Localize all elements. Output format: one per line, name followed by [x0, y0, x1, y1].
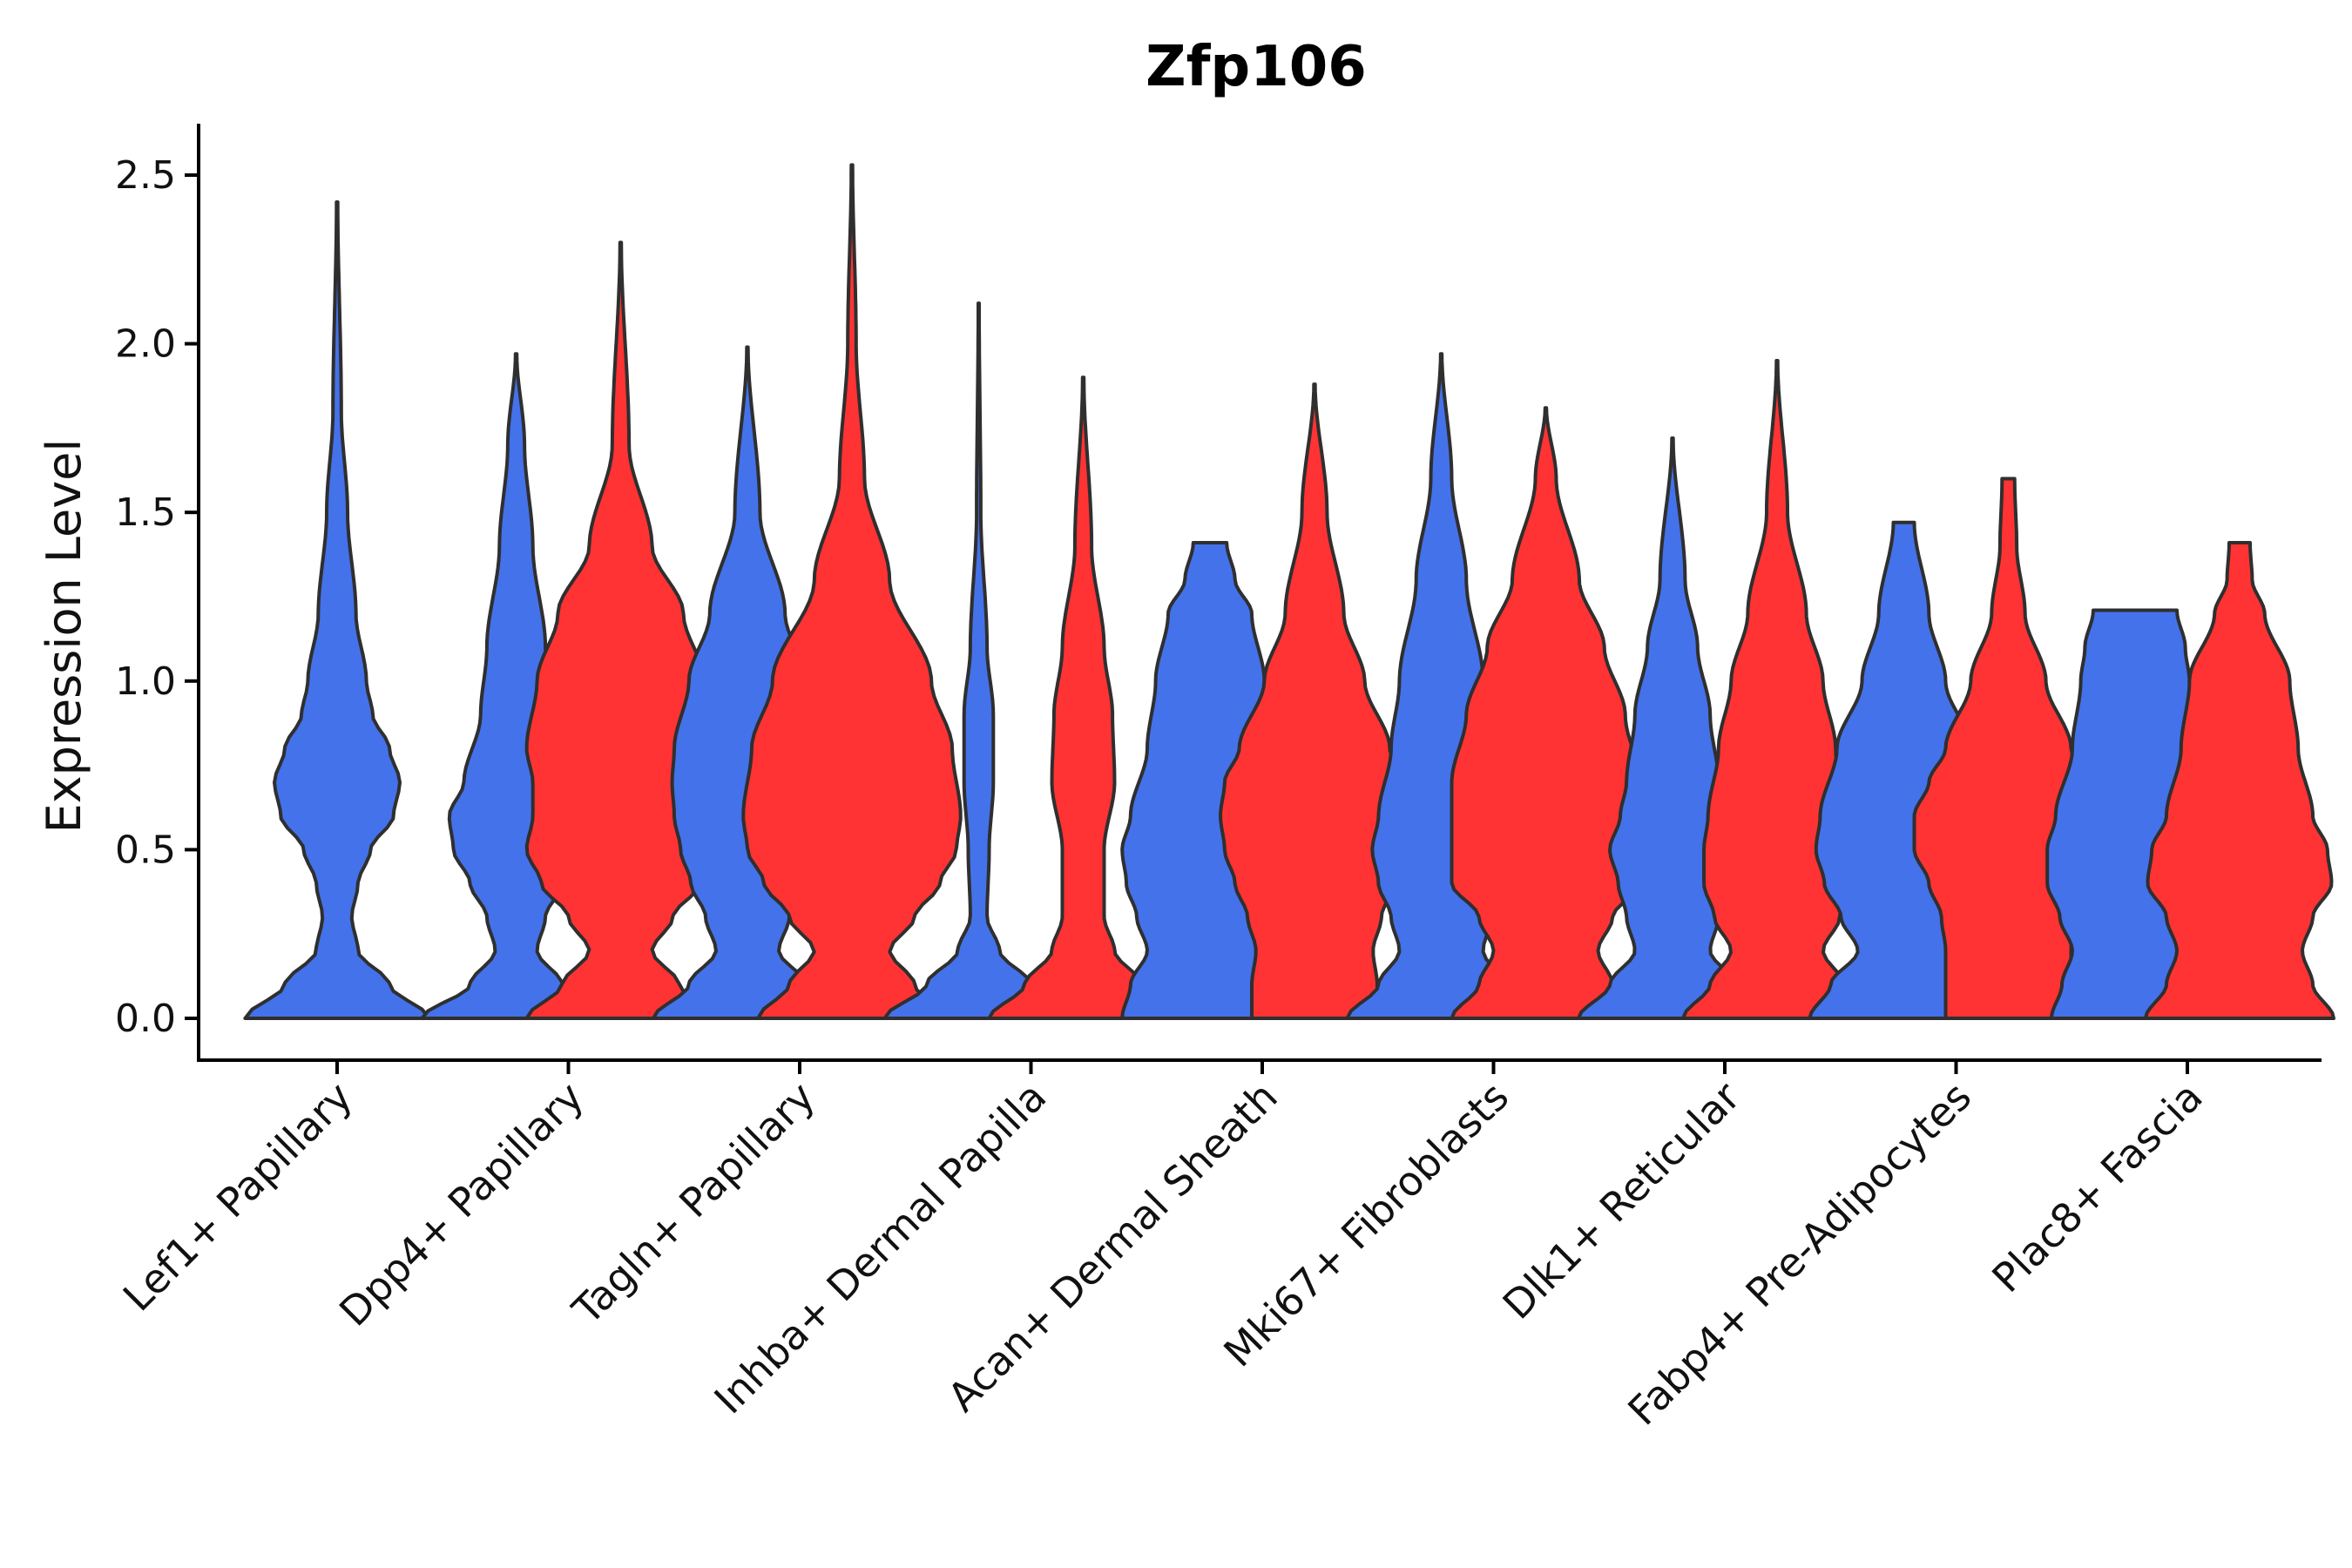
violin-lef1-papillary-blue [243, 200, 431, 1020]
y-tick-label: 0.0 [115, 997, 176, 1041]
x-tick-label: Dpp4+ Papillary [330, 1073, 592, 1335]
x-tick-label: Lef1+ Papillary [114, 1073, 362, 1321]
violins-layer [243, 163, 2335, 1020]
x-tick-label: Plac8+ Fascia [1983, 1073, 2211, 1301]
y-tick-label: 2.5 [115, 153, 176, 198]
axes-layer [197, 124, 2322, 1062]
y-tick-label: 1.5 [115, 490, 176, 535]
violin-dpp4-papillary-red [524, 240, 717, 1020]
y-axis-label: Expression Level [37, 439, 91, 834]
x-tick-label: Dlk1+ Reticular [1494, 1073, 1749, 1328]
violin-plac8-fascia-red [2144, 541, 2335, 1020]
x-tick-label: Tagln+ Papillary [563, 1073, 824, 1335]
violin-inhba-dermal-papilla-red [987, 375, 1179, 1020]
chart-title: Zfp106 [1146, 35, 1367, 99]
y-ticks: 0.0 0.5 1.0 1.5 2.0 2.5 [115, 153, 199, 1041]
y-tick-label: 0.5 [115, 828, 176, 872]
violin-inhba-dermal-papilla-blue [882, 301, 1075, 1020]
y-tick-label: 1.0 [115, 659, 176, 704]
y-tick-label: 2.0 [115, 322, 176, 367]
violin-tagln-papillary-red [741, 163, 963, 1020]
